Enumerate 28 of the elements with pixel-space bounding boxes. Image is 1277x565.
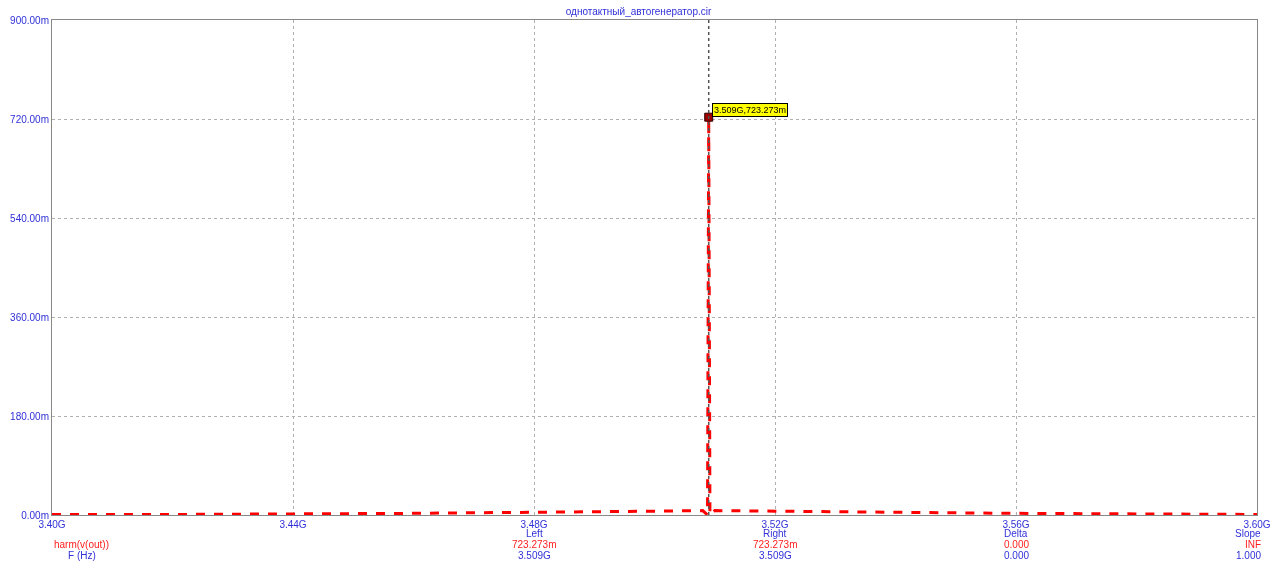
- y-tick-label: 0.00m: [21, 509, 49, 521]
- text: 0.000: [1004, 550, 1030, 561]
- x-tick-label: 3.44G: [279, 519, 307, 530]
- x-tick-label: 3.60G: [1243, 519, 1271, 530]
- x-tick-label: 3.52G: [761, 519, 789, 530]
- chart-title: однотактный_автогенератор.cir: [565, 6, 712, 18]
- annotation: 3.509G,723.273m: [714, 105, 787, 115]
- x-tick-label: 3.40G: [38, 519, 66, 530]
- text: 1.000: [1236, 550, 1262, 561]
- y-tick-label: 900.00m: [10, 14, 49, 26]
- y-tick-label: 540.00m: [10, 212, 49, 224]
- text: Slope: [1235, 528, 1262, 539]
- text: Left: [526, 528, 543, 539]
- text: 3.509G: [759, 550, 793, 561]
- text: Delta: [1004, 528, 1028, 539]
- text: INF: [1245, 539, 1262, 550]
- text: F (Hz): [68, 550, 96, 561]
- y-tick-label: 720.00m: [10, 113, 49, 125]
- y-tick-label: 180.00m: [10, 410, 49, 422]
- x-tick-label: 3.48G: [520, 519, 548, 530]
- y-tick-label: 360.00m: [10, 311, 49, 323]
- text: 723.273m: [753, 539, 798, 550]
- x-tick-label: 3.56G: [1002, 519, 1030, 530]
- text: Right: [763, 528, 787, 539]
- text: 3.509G: [518, 550, 552, 561]
- text: 0.000: [1004, 539, 1030, 550]
- text: 723.273m: [512, 539, 557, 550]
- text: harm(v(out)): [54, 539, 110, 550]
